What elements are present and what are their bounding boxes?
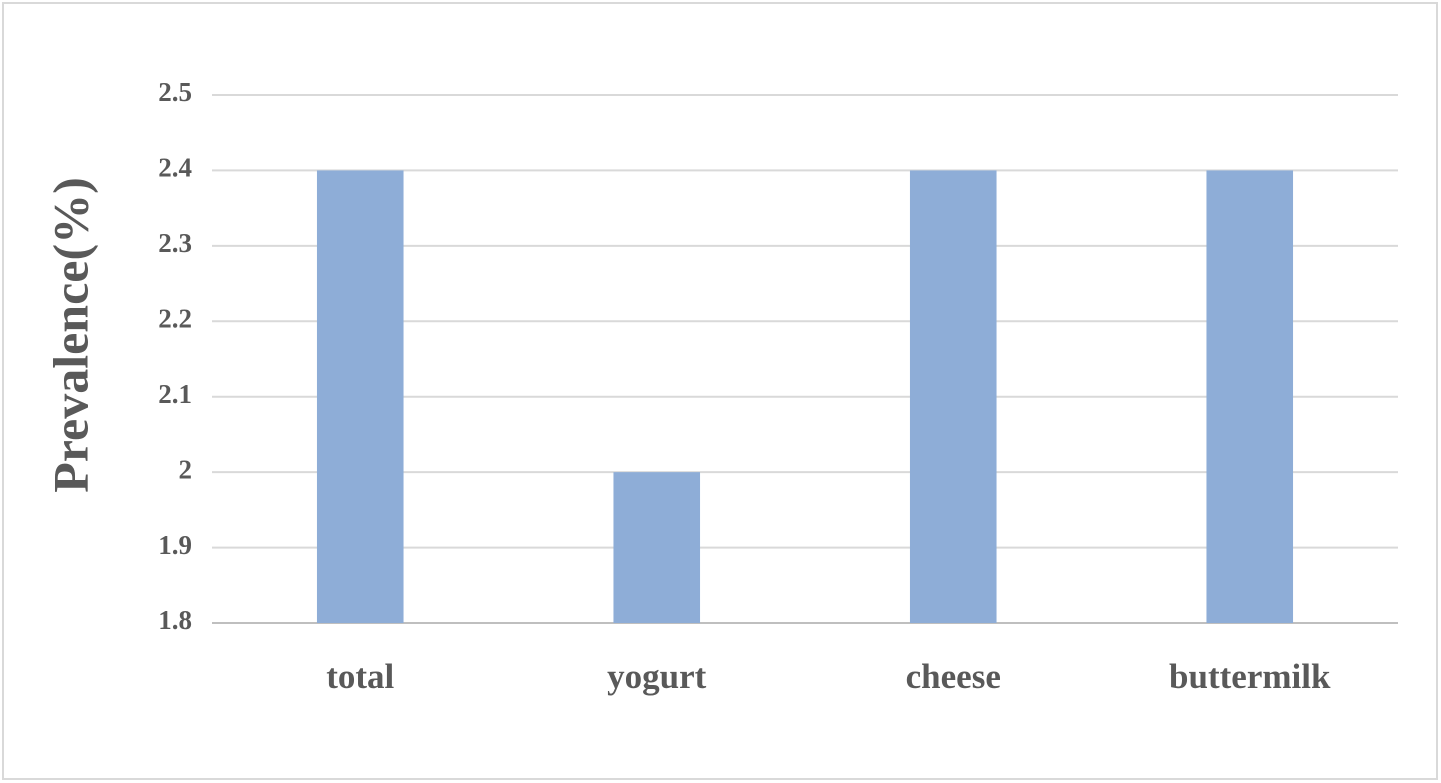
x-tick-label: yogurt bbox=[607, 657, 707, 696]
y-tick-label: 2.1 bbox=[158, 379, 192, 409]
bar bbox=[613, 472, 701, 623]
bar bbox=[909, 170, 997, 623]
y-tick-label: 2 bbox=[179, 454, 193, 484]
y-axis-title: Prevalence(%) bbox=[42, 177, 98, 493]
x-tick-label: total bbox=[326, 657, 394, 696]
y-tick-label: 2.4 bbox=[158, 153, 192, 183]
y-tick-label: 2.2 bbox=[158, 303, 192, 333]
bar bbox=[1206, 170, 1294, 623]
x-tick-label: cheese bbox=[906, 657, 1001, 696]
y-tick-label: 2.5 bbox=[158, 77, 192, 107]
y-tick-label: 1.8 bbox=[158, 605, 192, 635]
y-tick-label: 1.9 bbox=[158, 530, 192, 560]
y-tick-label: 2.3 bbox=[158, 228, 192, 258]
bar bbox=[316, 170, 404, 623]
x-tick-label: buttermilk bbox=[1169, 657, 1331, 696]
